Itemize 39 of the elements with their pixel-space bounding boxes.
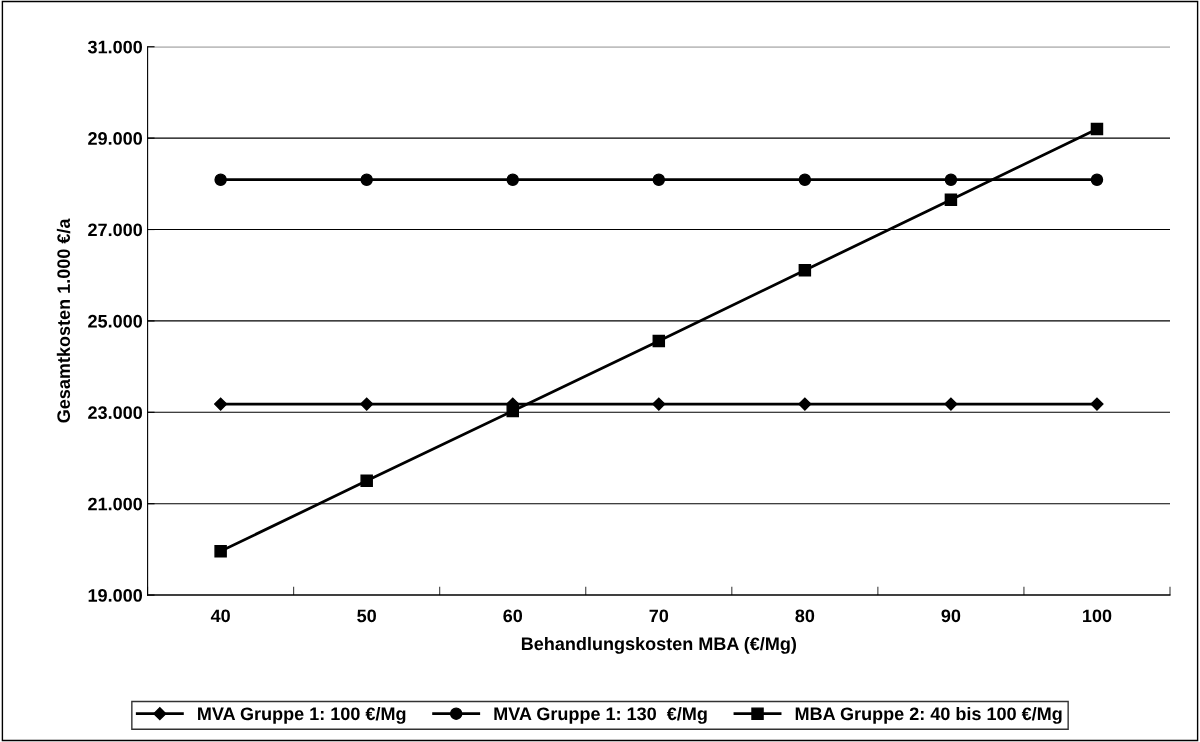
y-tick-label: 21.000 bbox=[88, 497, 142, 511]
point bbox=[944, 397, 958, 411]
x-tick-label: 100 bbox=[1083, 609, 1112, 623]
y-tick-label: 27.000 bbox=[88, 223, 142, 237]
point bbox=[214, 173, 227, 186]
point bbox=[360, 474, 373, 488]
y-tick-label: 31.000 bbox=[87, 40, 142, 54]
point bbox=[360, 397, 374, 411]
y-tick-label: 23.000 bbox=[88, 406, 142, 420]
point bbox=[360, 173, 373, 186]
point bbox=[944, 173, 958, 186]
legend-label: MVA Gruppe 1: 130 €/Mg bbox=[494, 706, 707, 724]
point bbox=[798, 397, 812, 411]
x-tick-label: 70 bbox=[649, 609, 669, 623]
point bbox=[1090, 397, 1104, 411]
point bbox=[1090, 173, 1104, 186]
point bbox=[1090, 122, 1104, 136]
legend-label: MBA Gruppe 2: 40 bis 100 €/Mg bbox=[795, 706, 1062, 724]
point bbox=[506, 404, 519, 418]
y-tick-label: 19.000 bbox=[88, 589, 142, 602]
point bbox=[506, 173, 519, 186]
x-tick-label: 90 bbox=[941, 609, 961, 623]
point bbox=[652, 334, 666, 348]
point bbox=[798, 263, 812, 277]
legend-label: MVA Gruppe 1: 100 €/Mg bbox=[198, 706, 406, 724]
point bbox=[652, 173, 666, 186]
x-tick-label: 40 bbox=[210, 609, 230, 623]
point bbox=[214, 544, 227, 558]
x-tick-label: 60 bbox=[503, 609, 523, 623]
point bbox=[214, 397, 228, 411]
x-tick-label: 50 bbox=[357, 609, 376, 623]
point bbox=[944, 193, 958, 207]
point bbox=[652, 397, 666, 411]
y-axis-title: Gesamtkosten 1.000 €/a bbox=[56, 218, 71, 423]
point bbox=[798, 173, 812, 186]
y-tick-label: 25.000 bbox=[88, 314, 142, 328]
x-axis-title: Behandlungskosten MBA (€/Mg) bbox=[521, 636, 796, 654]
x-tick-label: 80 bbox=[795, 609, 815, 623]
y-tick-label: 29.000 bbox=[88, 132, 142, 145]
